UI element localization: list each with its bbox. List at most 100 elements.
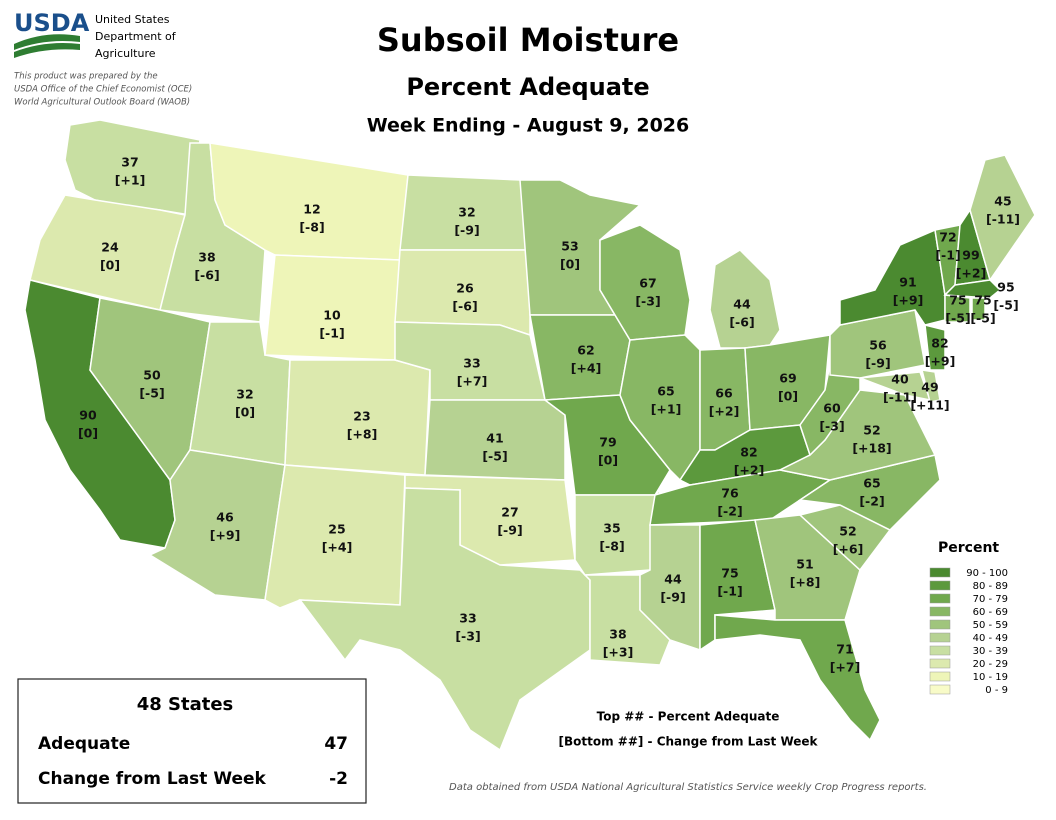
agency: Agriculture [95,47,156,60]
state-change: [+9] [210,528,241,543]
state-change: [-6] [194,268,219,283]
state-change: [-8] [299,220,324,235]
state [714,614,881,742]
state-value: 56 [869,338,887,353]
state-change: [-6] [452,299,477,314]
state-change: [-3] [455,629,480,644]
state-change: [-9] [454,223,479,238]
state-value: 82 [740,445,757,460]
legend-label: 80 - 89 [973,581,1008,592]
legend-title: Percent [938,540,999,556]
agency: United States [95,13,170,26]
state-value: 10 [323,308,341,323]
legend-label: 30 - 39 [973,646,1008,657]
state-change: [-3] [635,294,660,309]
legend-swatch [929,671,951,682]
state-value: 75 [721,566,738,581]
state-change: [-8] [599,539,624,554]
state [969,154,1036,282]
legend-label: 10 - 19 [973,672,1008,683]
legend-swatch [929,567,951,578]
legend-label: 50 - 59 [973,620,1008,631]
state-value: 51 [796,557,813,572]
state-value: 91 [899,275,916,290]
state-change: [-5] [482,449,507,464]
state-value: 65 [657,384,674,399]
state-value: 33 [459,611,476,626]
state-value: 66 [715,386,733,401]
legend-label: 60 - 69 [973,607,1008,618]
legend-swatch [929,619,951,630]
state-value: 75 [974,293,991,308]
state-change: [-5] [139,386,164,401]
state-value: 33 [463,356,480,371]
state [944,294,971,323]
state-value: 95 [997,280,1014,295]
state-change: [-1] [319,326,344,341]
legend-swatch [929,580,951,591]
state-value: 53 [561,239,578,254]
state-value: 50 [143,368,161,383]
state-change: [0] [598,453,618,468]
legend-swatch [929,632,951,643]
state-value: 45 [994,194,1011,209]
state [284,359,431,476]
state-value: 99 [962,248,979,263]
state-value: 75 [949,293,966,308]
state-value: 49 [921,380,938,395]
legend-swatch [929,645,951,656]
state-change: [-3] [819,419,844,434]
state-change: [-6] [729,315,754,330]
state-change: [+3] [603,645,634,660]
state-value: 46 [216,510,234,525]
state-change: [+1] [115,173,146,188]
legend-swatch [929,593,951,604]
state-change: [+2] [734,463,765,478]
state [920,369,941,403]
legend-label: 0 - 9 [985,685,1008,696]
state-change: [+4] [571,361,602,376]
state-change: [-9] [497,523,522,538]
title: Subsoil Moisture [377,21,679,59]
state-value: 27 [501,505,518,520]
state-value: 60 [823,401,841,416]
agency: Department of [95,30,177,43]
state-change: [+8] [347,427,378,442]
state-value: 35 [603,521,620,536]
state-change: [+9] [893,293,924,308]
logo-mark [14,34,80,58]
state [924,324,946,371]
state-change: [-5] [945,311,970,326]
state [298,487,591,752]
state-change: [+7] [830,660,861,675]
state-value: 24 [101,240,119,255]
state-value: 52 [839,524,856,539]
state-change: [-5] [993,298,1018,313]
legend-label: 90 - 100 [966,568,1008,579]
state [424,399,566,481]
state-value: 12 [303,202,320,217]
state-change: [+9] [925,354,956,369]
state-change: [-2] [717,504,742,519]
state-value: 44 [664,572,682,587]
state-change: [+2] [709,404,740,419]
legend-swatch [929,658,951,669]
state-change: [0] [778,389,798,404]
labels: 37 [+1] 24 [0] 90 [0] 38 [-6] 50 [-5] 32 [0] 46 [+9] 1… [78,155,1020,675]
state-value: 25 [328,522,345,537]
state-change: [+18] [852,441,891,456]
source: Data obtained from USDA National Agricul… [449,782,927,793]
state-change: [-1] [717,584,742,599]
state-change: [-1] [935,248,960,263]
state [839,228,946,326]
logo: USDA [14,9,90,37]
summary-value: -2 [329,769,348,789]
state-value: 69 [779,371,796,386]
state-value: 23 [353,409,370,424]
state-value: 40 [891,372,909,387]
state-value: 76 [721,486,739,501]
state-value: 52 [863,423,880,438]
state-value: 32 [458,205,475,220]
note: World Agricultural Outlook Board (WAOB) [14,98,190,108]
legend-swatch [929,684,951,695]
